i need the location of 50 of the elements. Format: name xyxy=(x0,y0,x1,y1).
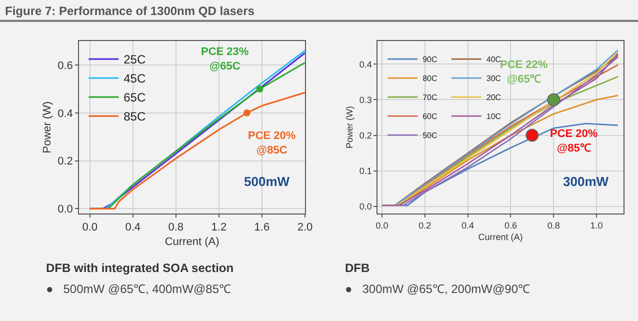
y-tick-label: 0.3 xyxy=(359,94,372,105)
x-tick-label: 1.2 xyxy=(211,222,227,234)
annotation: PCE 20% @85C xyxy=(248,130,296,156)
chart-title: Figure 7: Performance of 1300nm QD lasers xyxy=(5,4,255,18)
legend-label: 30C xyxy=(486,74,502,84)
y-tick-label: 0.1 xyxy=(359,166,372,176)
x-tick-label: 0.6 xyxy=(504,220,517,230)
legend-label: 45C xyxy=(124,72,146,86)
y-tick-label: 0.4 xyxy=(58,108,73,120)
legend-label: 85C xyxy=(124,110,146,124)
y-tick-label: 0.0 xyxy=(359,202,372,212)
legend-label: 25C xyxy=(124,52,146,67)
legend-label: 80C xyxy=(422,74,438,84)
annotation: 300mW xyxy=(563,174,610,189)
y-tick-label: 0.6 xyxy=(58,60,73,72)
y-axis-title: Power (W) xyxy=(41,101,54,154)
x-tick-label: 0.2 xyxy=(418,220,432,230)
x-tick-label: 0.8 xyxy=(547,220,560,230)
legend-label: 50C xyxy=(422,131,438,140)
y-tick-label: 0.2 xyxy=(58,156,73,168)
legend-label: 60C xyxy=(422,112,438,122)
x-tick-label: 2.0 xyxy=(297,222,313,234)
legend-label: 20C xyxy=(486,93,502,102)
line-series xyxy=(89,92,305,210)
text: ● 500mW @65℃, 400mW@85℃ xyxy=(46,282,231,296)
legend-label: 70C xyxy=(422,93,438,102)
legend-label: 40C xyxy=(486,55,502,64)
legend-label: 10C xyxy=(486,112,502,122)
x-tick-label: 0.4 xyxy=(462,220,474,230)
annotation: PCE 20% @85℃ xyxy=(550,128,598,154)
legend-label: 90C xyxy=(422,55,438,64)
text: DFB with integrated SOA section xyxy=(46,261,234,275)
y-tick-label: 0.2 xyxy=(359,130,372,140)
x-axis-title: Current (A) xyxy=(164,236,220,248)
text: ● 300mW @65℃, 200mW@90℃ xyxy=(345,282,530,296)
annotation: PCE 23% @65C xyxy=(201,46,249,72)
x-tick-label: 0.0 xyxy=(82,222,98,234)
annotation: 500mW xyxy=(244,174,290,189)
legend-label: 65C xyxy=(124,90,146,105)
x-tick-label: 0.8 xyxy=(168,222,184,234)
x-axis-title: Current (A) xyxy=(478,232,523,242)
y-tick-label: 0.0 xyxy=(58,204,73,216)
y-axis-title: Power (W) xyxy=(344,106,355,149)
y-tick-label: 0.4 xyxy=(359,59,372,70)
x-tick-label: 1.6 xyxy=(254,222,270,234)
annotation: PCE 22% @65℃ xyxy=(500,59,548,86)
text: DFB xyxy=(345,261,370,275)
x-tick-label: 0.4 xyxy=(125,222,141,234)
x-tick-label: 0.0 xyxy=(376,220,388,230)
x-tick-label: 1.0 xyxy=(590,220,603,230)
